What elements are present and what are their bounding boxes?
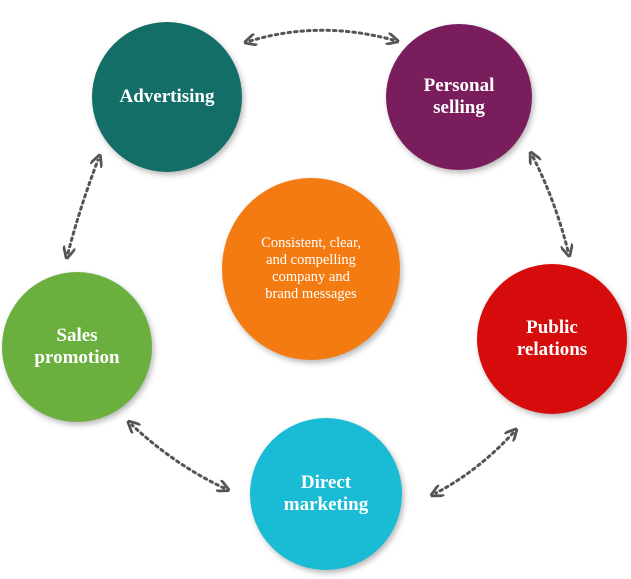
personal-selling-label: Personal selling	[423, 75, 495, 118]
sales-promotion-label: Sales promotion	[34, 325, 120, 368]
direct-marketing-circle: Direct marketing	[250, 418, 402, 570]
arrow-public-relations-direct-marketing	[436, 433, 513, 493]
center-message-text: Consistent, clear, and compelling compan…	[261, 235, 361, 302]
advertising-label: Advertising	[119, 86, 215, 107]
personal-selling-circle: Personal selling	[386, 24, 532, 170]
center-message-circle: Consistent, clear, and compelling compan…	[222, 178, 400, 360]
arrow-direct-marketing-sales-promotion	[132, 425, 224, 488]
public-relations-circle: Public relations	[477, 264, 627, 414]
public-relations-label: Public relations	[516, 317, 588, 360]
arrow-sales-promotion-advertising	[68, 160, 98, 253]
arrow-advertising-personal-selling	[250, 28, 393, 41]
arrow-personal-selling-public-relations	[533, 157, 568, 251]
advertising-circle: Advertising	[92, 22, 242, 172]
direct-marketing-label: Direct marketing	[283, 472, 369, 515]
sales-promotion-circle: Sales promotion	[2, 272, 152, 422]
